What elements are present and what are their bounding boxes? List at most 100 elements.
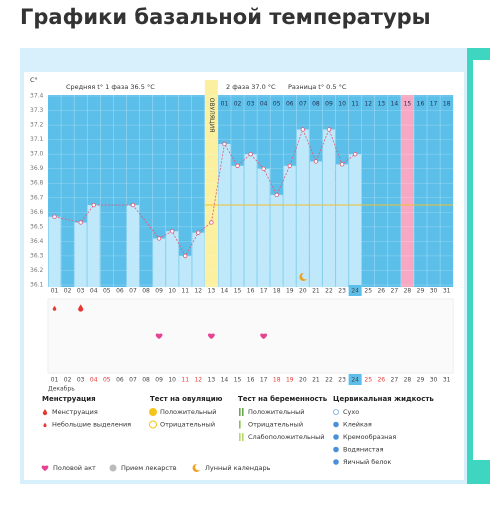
x-tick-label: 21 (312, 288, 320, 295)
x-tick-label-bottom: 19 (286, 377, 294, 384)
ovulation-text: ОВУЛЯЦИЯ (208, 98, 215, 133)
phase2-day: 04 (260, 101, 268, 108)
x-tick-label-bottom: 25 (364, 377, 372, 384)
phase2-day: 11 (351, 101, 359, 108)
legend-item: Сухо (343, 408, 359, 416)
bar (179, 255, 192, 287)
bar (218, 143, 231, 287)
temp-point (78, 220, 83, 225)
phase2: 2 фаза 37.0 °С (226, 83, 276, 91)
bar (166, 231, 179, 287)
y-tick-label: 36.6 (30, 209, 44, 216)
temp-point (326, 127, 332, 132)
x-tick-label-bottom: 03 (77, 377, 85, 384)
marks-area (47, 298, 454, 374)
x-tick-label-bottom: 11 (181, 377, 189, 384)
bar (244, 154, 257, 287)
menstruation-mark (78, 304, 84, 312)
x-tick-label: 20 (299, 288, 307, 295)
legend-icon (242, 433, 244, 441)
temp-point (235, 163, 240, 168)
bar (349, 154, 362, 287)
bar (87, 205, 100, 287)
phase2-day: 16 (417, 101, 425, 108)
legend-item: Менструация (52, 408, 98, 416)
temp-point (287, 163, 292, 168)
temp-point (209, 220, 214, 225)
x-tick-label: 16 (247, 288, 255, 295)
legend-icon (149, 420, 157, 429)
y-tick-label: 36.8 (30, 180, 44, 187)
y-tick-label: 36.2 (30, 267, 44, 274)
legend-bottom: Лунный календарь (205, 464, 271, 472)
x-tick-label-bottom: 29 (417, 377, 425, 384)
x-tick-label-bottom: 12 (194, 377, 202, 384)
bar (231, 165, 244, 287)
temp-point (274, 192, 279, 198)
month: Декабрь (48, 386, 75, 393)
temp-point (156, 236, 162, 241)
phase2-day: 18 (443, 101, 451, 108)
temp-point (52, 214, 57, 219)
temp-point (91, 202, 96, 208)
legend-icon (333, 409, 339, 415)
x-tick-label: 31 (443, 288, 451, 295)
x-tick-label-bottom: 21 (312, 377, 320, 384)
phase2-day: 12 (364, 101, 372, 108)
spotting-mark (52, 305, 57, 311)
phase2-day: 01 (221, 101, 229, 108)
intercourse-mark (260, 333, 268, 339)
y-tick-label: 37.2 (30, 122, 44, 129)
x-tick-label-bottom: 08 (142, 377, 150, 384)
y-tick-label: 37.1 (30, 136, 44, 143)
x-tick-label-bottom: 26 (377, 377, 385, 384)
temp-point (196, 230, 201, 235)
x-tick-label: 05 (103, 288, 111, 295)
x-tick-label-bottom: 10 (168, 377, 176, 384)
x-tick-label: 02 (64, 288, 72, 295)
temp-point (352, 151, 358, 157)
temp-point (339, 162, 345, 167)
x-tick-label: 10 (168, 288, 176, 295)
legend-icon (333, 421, 339, 428)
phase2-day: 07 (299, 101, 307, 108)
legend-icon (333, 446, 339, 453)
y-tick-label: 36.4 (30, 238, 44, 245)
intercourse-mark (207, 333, 215, 339)
legend-heading: Цервикальная жидкость (333, 395, 434, 403)
x-tick-label-bottom: 15 (234, 377, 242, 384)
legend-bottom: Прием лекарств (121, 464, 177, 472)
x-tick-label-bottom: 20 (299, 377, 307, 384)
phase2-day: 15 (404, 101, 412, 108)
legend-item: Водянистая (343, 446, 384, 454)
bar (192, 232, 205, 287)
y-tick-label: 36.5 (30, 223, 44, 230)
x-tick-label: 29 (417, 288, 425, 295)
ovulation-column (204, 80, 218, 287)
bar (257, 168, 270, 287)
x-tick-label: 27 (391, 288, 399, 295)
phase2-day: 05 (273, 101, 281, 108)
x-tick-label: 28 (404, 288, 412, 295)
diff: Разница t° 0.5 °С (288, 83, 347, 91)
x-tick-label-bottom: 02 (64, 377, 72, 384)
bar (322, 129, 336, 287)
phase2-day: 02 (234, 101, 242, 108)
moon-mark (299, 272, 307, 281)
temp-point (222, 141, 227, 147)
y-tick-label: 36.1 (30, 282, 44, 289)
x-tick-label-bottom: 30 (430, 377, 438, 384)
legend-item: Яичный белок (343, 458, 391, 466)
legend-item: Клейкая (343, 421, 372, 429)
legend-item: Слабоположительный (248, 433, 324, 441)
x-tick-label: 18 (273, 288, 281, 295)
y-unit: C° (30, 76, 38, 84)
x-tick-label: 06 (116, 288, 124, 295)
x-tick-label: 25 (364, 288, 372, 295)
temp-point (300, 127, 306, 132)
legend-icon (239, 408, 241, 416)
temp-point (261, 166, 266, 171)
legend-item: Кремообразная (343, 433, 396, 441)
x-tick-label: 03 (77, 288, 85, 295)
